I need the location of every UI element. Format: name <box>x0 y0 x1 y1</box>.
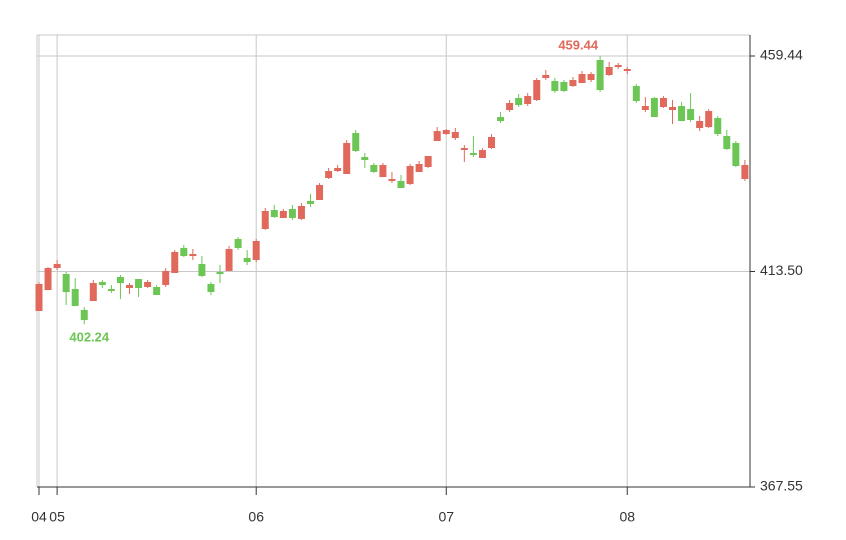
candle-body <box>669 106 676 110</box>
candle-body <box>451 131 459 138</box>
candle-body <box>44 268 52 291</box>
candle-body <box>316 184 324 201</box>
candle-body <box>297 206 305 219</box>
candle-body <box>352 133 360 151</box>
candle-body <box>406 165 414 185</box>
candle-body <box>596 59 604 91</box>
candle-body <box>325 171 333 179</box>
candle-body <box>515 97 523 105</box>
candle-body <box>388 178 396 182</box>
candle-body <box>696 121 704 129</box>
candle-body <box>460 148 468 151</box>
candle-body <box>144 281 152 288</box>
candle-body <box>578 74 586 84</box>
candle-body <box>605 66 613 76</box>
candle-body <box>424 156 432 167</box>
x-tick-label: 07 <box>438 509 454 525</box>
candle-body <box>62 274 70 293</box>
candle-body <box>89 283 97 302</box>
candle-body <box>506 103 514 110</box>
candle-body <box>433 131 441 141</box>
candle-body <box>162 270 170 285</box>
candle-body <box>189 253 197 257</box>
candle-body <box>135 278 143 288</box>
candle-body <box>714 118 722 135</box>
x-tick-label: 05 <box>49 509 65 525</box>
candle-body <box>361 156 369 160</box>
candle-body <box>207 284 215 293</box>
candle-body <box>397 181 405 188</box>
candle-body <box>234 238 242 248</box>
candle-body <box>723 136 731 150</box>
candle-body <box>524 96 532 104</box>
candle-body <box>741 165 749 179</box>
candle-body <box>659 97 667 107</box>
candle-body <box>478 150 486 158</box>
candle-body <box>198 263 206 276</box>
candle-body <box>116 277 124 284</box>
candle-body <box>180 247 188 257</box>
candle-body <box>551 81 559 92</box>
candle-body <box>415 163 423 173</box>
candle-body <box>732 143 740 166</box>
candle-body <box>279 210 287 218</box>
candle-body <box>307 200 314 204</box>
x-tick-label: 04 <box>31 509 47 525</box>
y-tick-label: 459.44 <box>760 47 803 63</box>
candle-body <box>216 271 224 275</box>
candle-body <box>225 249 233 271</box>
candle-body <box>270 209 278 217</box>
candle-body <box>252 240 260 260</box>
candle-body <box>153 287 161 296</box>
candle-body <box>343 143 351 175</box>
candle-body <box>370 165 378 173</box>
candle-body <box>542 75 550 79</box>
candle-body <box>560 81 568 92</box>
candle-body <box>705 111 713 128</box>
candle-body <box>569 80 577 87</box>
candle-body <box>171 251 179 273</box>
candle-body <box>641 106 649 110</box>
candle-body <box>614 65 622 67</box>
min-label: 402.24 <box>69 330 110 345</box>
candle-body <box>678 106 686 122</box>
candle-body <box>98 281 106 285</box>
candle-body <box>650 97 658 118</box>
y-tick-label: 367.55 <box>760 478 803 494</box>
candle-body <box>442 130 450 135</box>
candle-body <box>587 74 595 81</box>
max-label: 459.44 <box>558 37 599 52</box>
candle-body <box>261 210 269 229</box>
x-tick-label: 06 <box>248 509 264 525</box>
candle-body <box>107 289 115 291</box>
candle-body <box>623 69 631 72</box>
candle-body <box>53 263 61 269</box>
candle-body <box>35 284 43 312</box>
candle-body <box>488 137 495 149</box>
candle-body <box>243 257 251 263</box>
x-tick-label: 08 <box>619 509 635 525</box>
candle-body <box>687 109 695 120</box>
y-tick-label: 413.50 <box>760 262 803 278</box>
candle-body <box>533 80 541 101</box>
candle-body <box>334 168 342 172</box>
candle-body <box>288 209 296 218</box>
candle-body <box>379 165 387 178</box>
candle-body <box>126 284 133 288</box>
candle-body <box>469 153 477 155</box>
candle-body <box>497 117 505 122</box>
candle-body <box>80 309 88 321</box>
candle-body <box>632 86 640 101</box>
candle-body <box>71 289 79 307</box>
